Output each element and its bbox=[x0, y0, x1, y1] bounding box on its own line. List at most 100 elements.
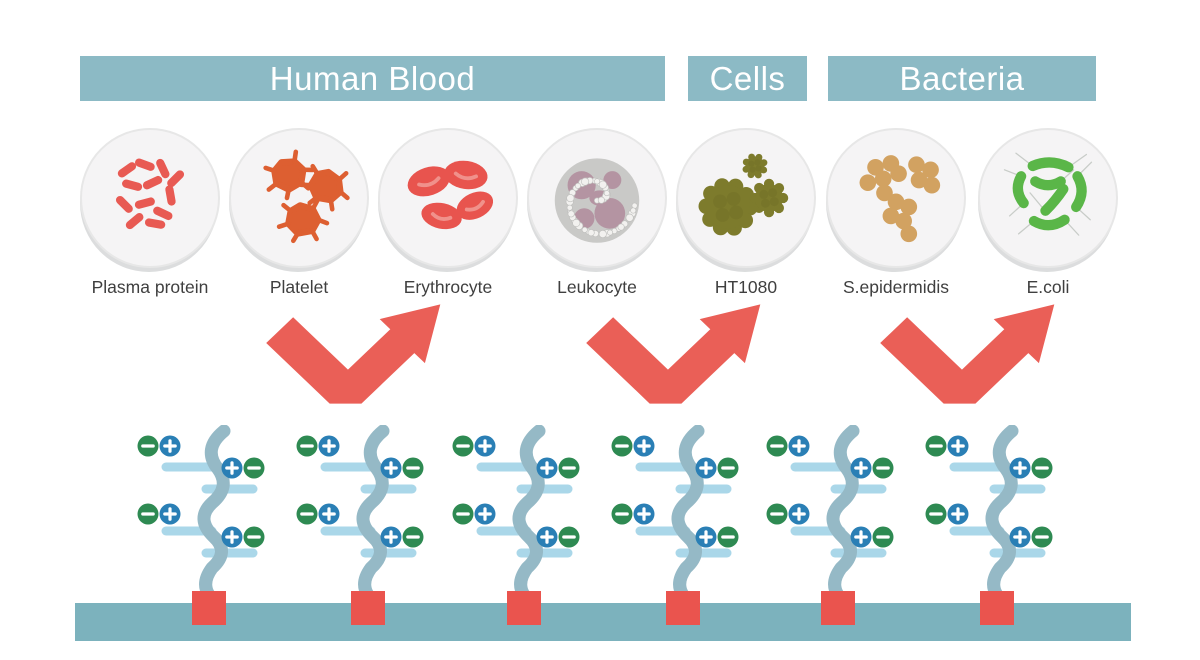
specimen-leukocyte: Leukocyte bbox=[522, 128, 672, 298]
banner-human-blood: Human Blood bbox=[80, 56, 665, 101]
plus-charge-icon bbox=[695, 457, 717, 479]
minus-charge-icon bbox=[402, 526, 424, 548]
plus-charge-icon bbox=[474, 503, 496, 525]
petri-dish bbox=[378, 128, 518, 268]
anchor-block bbox=[821, 591, 855, 625]
banner-bacteria: Bacteria bbox=[828, 56, 1096, 101]
specimen-s-epidermidis: S.epidermidis bbox=[821, 128, 971, 298]
minus-charge-icon bbox=[925, 503, 947, 525]
plus-charge-icon bbox=[1009, 526, 1031, 548]
e-coli-icon bbox=[1003, 152, 1093, 236]
capture-arrow-bacteria bbox=[880, 304, 1055, 404]
plus-charge-icon bbox=[1009, 457, 1031, 479]
minus-charge-icon bbox=[611, 435, 633, 457]
minus-charge-icon bbox=[1031, 526, 1053, 548]
plus-charge-icon bbox=[695, 526, 717, 548]
leukocyte-granules bbox=[565, 177, 638, 238]
anchor-block bbox=[980, 591, 1014, 625]
specimen-erythrocyte: Erythrocyte bbox=[373, 128, 523, 298]
plus-charge-icon bbox=[633, 435, 655, 457]
anchor-block bbox=[666, 591, 700, 625]
capture-arrow-blood bbox=[266, 304, 441, 404]
petri-dish bbox=[978, 128, 1118, 268]
polymer-chain bbox=[985, 425, 1019, 602]
specimen-e-coli: E.coli bbox=[973, 128, 1123, 298]
banner-bacteria-label: Bacteria bbox=[899, 59, 1025, 97]
plus-charge-icon bbox=[788, 435, 810, 457]
plus-charge-icon bbox=[947, 503, 969, 525]
minus-charge-icon bbox=[717, 457, 739, 479]
petri-dish bbox=[527, 128, 667, 268]
polymer-brush-6 bbox=[925, 425, 1053, 625]
plus-charge-icon bbox=[221, 457, 243, 479]
polymer-brush-1 bbox=[137, 425, 265, 625]
specimen-label: Leukocyte bbox=[557, 277, 637, 297]
banner-cells-label: Cells bbox=[709, 59, 786, 97]
specimen-label: Plasma protein bbox=[91, 277, 209, 297]
minus-charge-icon bbox=[137, 435, 159, 457]
plus-charge-icon bbox=[536, 526, 558, 548]
s-epidermidis-icon bbox=[859, 155, 941, 243]
minus-charge-icon bbox=[872, 526, 894, 548]
polymer-chain bbox=[671, 425, 705, 602]
specimen-platelet: Platelet bbox=[224, 128, 374, 298]
minus-charge-icon bbox=[402, 457, 424, 479]
polymer-brush-2 bbox=[296, 425, 424, 625]
minus-charge-icon bbox=[717, 526, 739, 548]
anchor-block bbox=[507, 591, 541, 625]
minus-charge-icon bbox=[925, 435, 947, 457]
plus-charge-icon bbox=[221, 526, 243, 548]
minus-charge-icon bbox=[611, 503, 633, 525]
ht1080-clusters bbox=[698, 153, 789, 236]
specimen-plasma-protein: Plasma protein bbox=[75, 128, 225, 298]
polymer-chain bbox=[197, 425, 231, 602]
anchor-block bbox=[192, 591, 226, 625]
platelet-icon bbox=[235, 134, 363, 262]
minus-charge-icon bbox=[243, 526, 265, 548]
polymer-chain bbox=[826, 425, 860, 602]
specimen-label: HT1080 bbox=[714, 277, 778, 297]
minus-charge-icon bbox=[296, 435, 318, 457]
petri-dish bbox=[229, 128, 369, 268]
plus-charge-icon bbox=[536, 457, 558, 479]
specimen-label: Erythrocyte bbox=[403, 277, 493, 297]
plus-charge-icon bbox=[159, 503, 181, 525]
polymer-chain bbox=[512, 425, 546, 602]
plasma-protein-icon bbox=[114, 157, 186, 231]
plus-charge-icon bbox=[633, 503, 655, 525]
minus-charge-icon bbox=[452, 503, 474, 525]
minus-charge-icon bbox=[137, 503, 159, 525]
erythrocyte-icon bbox=[407, 160, 494, 230]
minus-charge-icon bbox=[766, 435, 788, 457]
specimen-label: Platelet bbox=[269, 277, 329, 297]
minus-charge-icon bbox=[558, 457, 580, 479]
leukocyte-icon bbox=[554, 158, 640, 243]
plus-charge-icon bbox=[947, 435, 969, 457]
specimen-label: E.coli bbox=[1026, 277, 1070, 297]
minus-charge-icon bbox=[872, 457, 894, 479]
capture-arrow-cells bbox=[586, 304, 761, 404]
minus-charge-icon bbox=[243, 457, 265, 479]
polymer-chain bbox=[356, 425, 390, 602]
plus-charge-icon bbox=[380, 526, 402, 548]
plus-charge-icon bbox=[850, 526, 872, 548]
specimen-ht1080: HT1080 bbox=[671, 128, 821, 298]
polymer-brush-3 bbox=[452, 425, 580, 625]
ht1080-icon bbox=[698, 153, 789, 236]
minus-charge-icon bbox=[766, 503, 788, 525]
plus-charge-icon bbox=[318, 503, 340, 525]
minus-charge-icon bbox=[558, 526, 580, 548]
petri-dish bbox=[826, 128, 966, 268]
plus-charge-icon bbox=[159, 435, 181, 457]
polymer-brush-5 bbox=[766, 425, 894, 625]
plus-charge-icon bbox=[380, 457, 402, 479]
specimen-label: S.epidermidis bbox=[842, 277, 950, 297]
substrate-surface-bar bbox=[75, 603, 1131, 641]
minus-charge-icon bbox=[296, 503, 318, 525]
plus-charge-icon bbox=[474, 435, 496, 457]
petri-dish bbox=[676, 128, 816, 268]
banner-cells: Cells bbox=[688, 56, 807, 101]
petri-dish bbox=[80, 128, 220, 268]
minus-charge-icon bbox=[452, 435, 474, 457]
